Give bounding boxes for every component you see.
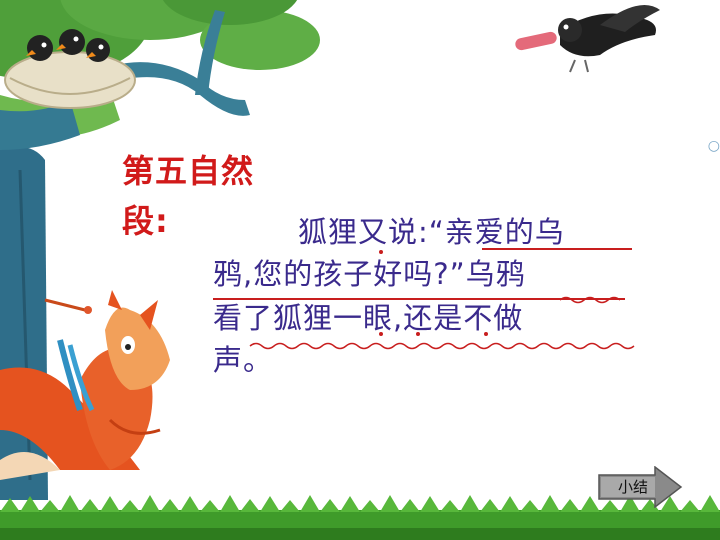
body-line-1: 狐狸又说:“亲爱的乌 [298, 215, 565, 249]
edge-decoration: ○ [707, 138, 720, 154]
summary-button[interactable]: 小结 [597, 466, 683, 508]
fox-illustration [0, 290, 170, 480]
crow-illustration [515, 5, 660, 73]
body-line-2: 鸦,您的孩子好吗?”乌鸦 [213, 257, 526, 291]
right-arrow-icon [598, 466, 683, 508]
slide-title: 第五自然段: [122, 152, 255, 240]
summary-button-label: 小结 [617, 478, 648, 496]
grass-border [0, 495, 720, 540]
text-annotations [213, 248, 635, 350]
body-line-4: 声。 [213, 343, 274, 377]
bird-nest-illustration [4, 29, 136, 109]
body-line-3: 看了狐狸一眼,还是不做 [213, 301, 524, 335]
